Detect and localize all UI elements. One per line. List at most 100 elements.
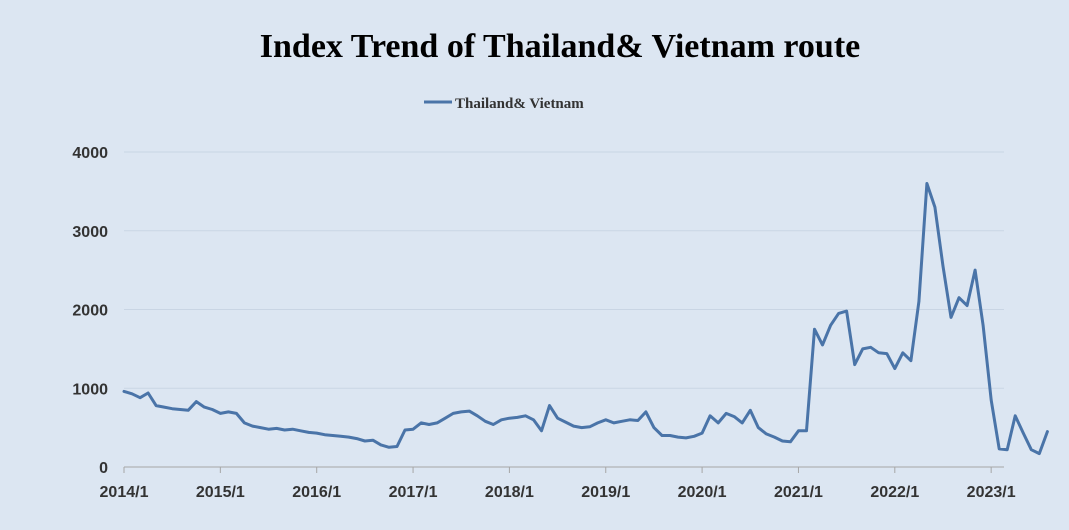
data-point (291, 428, 294, 431)
data-point (187, 409, 190, 412)
x-tick-label: 2020/1 (678, 484, 727, 501)
x-axis-tick-labels: 2014/1 2015/1 2016/1 2017/1 2018/1 2019/1 2020… (100, 484, 1016, 501)
legend: Thailand& Vietnam (424, 96, 584, 112)
data-point (411, 428, 415, 431)
data-point (532, 418, 535, 421)
data-point (885, 352, 888, 355)
data-point (524, 414, 527, 417)
data-point (243, 421, 246, 425)
data-point (275, 427, 278, 430)
data-point (427, 423, 431, 426)
data-point (219, 412, 222, 415)
data-point (749, 409, 752, 412)
data-point (307, 431, 310, 434)
data-point (138, 396, 142, 399)
data-point (949, 316, 953, 319)
data-point (1046, 430, 1049, 433)
data-point (917, 300, 921, 303)
data-point (299, 429, 302, 432)
data-point (869, 346, 872, 349)
data-point (403, 428, 407, 432)
data-point (901, 351, 904, 354)
x-tick-label: 2023/1 (967, 484, 1016, 501)
data-point (853, 363, 856, 366)
x-tick-label: 2022/1 (870, 484, 919, 501)
data-point (171, 407, 174, 410)
data-point (339, 435, 342, 438)
data-point (821, 343, 824, 347)
data-point (893, 367, 896, 370)
data-point (572, 424, 575, 428)
data-point (773, 435, 776, 439)
data-point (460, 410, 463, 414)
data-point (998, 447, 1001, 451)
data-point (604, 418, 607, 421)
data-point (789, 440, 792, 443)
data-point (1014, 414, 1017, 417)
data-point (805, 429, 808, 432)
data-point (1022, 431, 1025, 435)
series-line (122, 182, 1049, 456)
data-point (516, 416, 519, 419)
data-point (813, 328, 816, 331)
data-point (676, 435, 680, 439)
data-point (508, 417, 511, 420)
data-point (628, 418, 631, 421)
data-point (612, 421, 615, 425)
data-point (379, 443, 383, 447)
y-tick-label: 2000 (72, 303, 108, 320)
data-point (122, 390, 126, 393)
data-point (684, 436, 688, 440)
data-point (660, 434, 664, 437)
data-point (203, 405, 206, 409)
y-axis-tick-labels: 0 1000 2000 3000 4000 (72, 145, 108, 477)
data-point (387, 446, 391, 449)
data-point (941, 265, 945, 268)
data-point (797, 429, 800, 432)
chart-title: Index Trend of Thailand& Vietnam route (259, 28, 861, 65)
data-point (323, 433, 326, 436)
data-point (861, 347, 864, 351)
data-point (235, 412, 238, 415)
data-point (259, 426, 262, 429)
data-point (355, 437, 358, 440)
gridlines (124, 151, 1004, 389)
data-point (733, 415, 736, 418)
data-point (708, 414, 712, 417)
data-point (981, 324, 985, 327)
y-tick-label: 0 (99, 460, 108, 477)
data-point (757, 426, 760, 429)
data-point (620, 420, 623, 423)
data-point (596, 421, 599, 425)
x-tick-label: 2021/1 (774, 484, 823, 501)
data-point (179, 408, 182, 411)
data-point (909, 359, 913, 362)
data-point (371, 439, 375, 442)
data-point (765, 432, 768, 436)
data-point (781, 439, 784, 443)
data-point (556, 417, 559, 420)
data-point (580, 426, 583, 429)
data-point (717, 421, 720, 425)
data-point (195, 400, 198, 403)
data-point (267, 428, 270, 431)
data-point (419, 421, 423, 425)
data-point (668, 434, 672, 437)
data-point (227, 410, 230, 414)
x-axis (123, 466, 1004, 473)
data-point (435, 421, 439, 425)
data-point (492, 423, 495, 426)
data-point (548, 404, 551, 407)
data-point (644, 410, 648, 414)
data-point (845, 309, 848, 313)
data-point (476, 414, 479, 417)
data-point (957, 296, 961, 299)
data-point (973, 268, 977, 272)
data-point (965, 304, 969, 307)
data-point (395, 445, 399, 448)
legend-label: Thailand& Vietnam (455, 96, 584, 112)
data-point (837, 312, 840, 315)
data-point (990, 398, 993, 402)
y-tick-label: 1000 (72, 381, 108, 398)
